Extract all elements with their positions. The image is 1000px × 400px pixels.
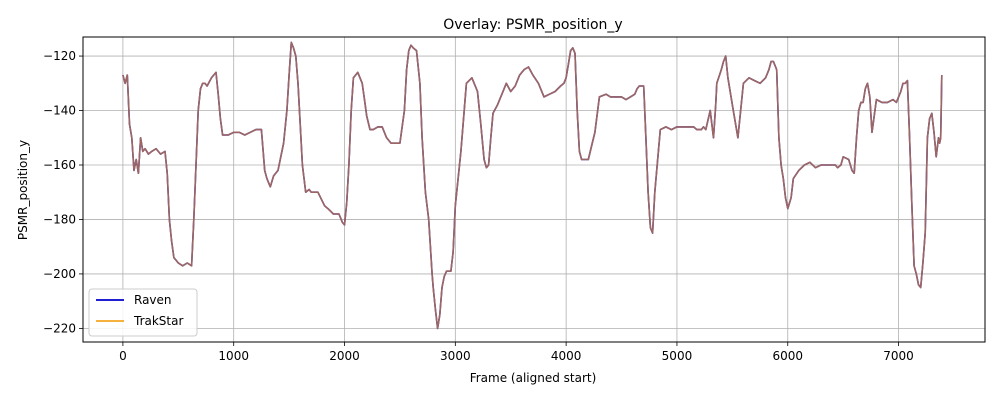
series-line-trakstar (122, 41, 943, 330)
x-tick-label: 2000 (329, 349, 360, 363)
grid (83, 37, 985, 342)
x-tick-label: 3000 (440, 349, 471, 363)
legend: Raven TrakStar (88, 288, 198, 337)
y-tick-label: −180 (43, 212, 76, 226)
series-layer (122, 41, 943, 330)
x-tick-label: 1000 (218, 349, 249, 363)
x-axis: 0 1000 2000 3000 4000 5000 6000 7000 (119, 342, 914, 363)
y-tick-label: −220 (43, 321, 76, 335)
legend-label-raven: Raven (134, 293, 172, 307)
legend-label-trakstar: TrakStar (133, 314, 183, 328)
y-axis-title: PSMR_position_y (16, 140, 30, 240)
x-tick-label: 6000 (772, 349, 803, 363)
x-axis-title: Frame (aligned start) (470, 371, 597, 385)
x-tick-label: 0 (119, 349, 127, 363)
plot-frame (82, 36, 986, 343)
y-tick-label: −160 (43, 158, 76, 172)
y-tick-label: −200 (43, 267, 76, 281)
x-tick-label: 5000 (662, 349, 693, 363)
y-tick-label: −140 (43, 104, 76, 118)
y-tick-label: −120 (43, 49, 76, 63)
x-tick-label: 7000 (883, 349, 914, 363)
chart-title: Overlay: PSMR_position_y (443, 17, 622, 33)
x-tick-label: 4000 (551, 349, 582, 363)
y-axis: −220 −200 −180 −160 −140 −120 (43, 49, 83, 335)
